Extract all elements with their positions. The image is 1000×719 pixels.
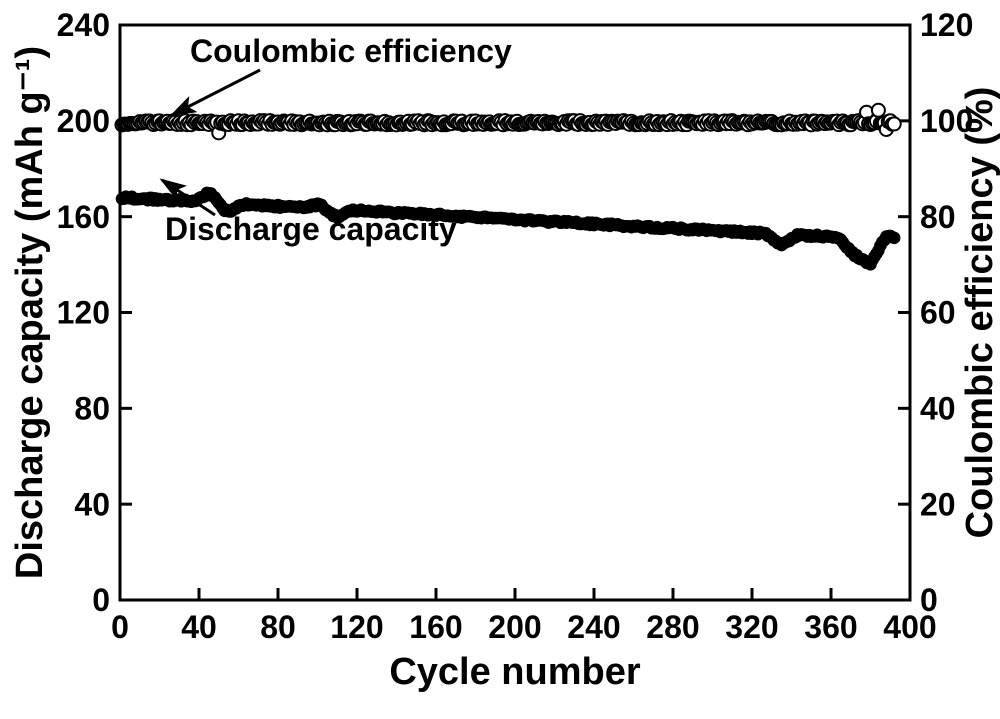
svg-text:120: 120 [920,7,973,43]
svg-text:0: 0 [111,609,129,645]
svg-text:0: 0 [920,582,938,618]
svg-text:0: 0 [92,582,110,618]
svg-text:Coulombic efficiency (%): Coulombic efficiency (%) [959,87,1000,539]
svg-text:80: 80 [920,199,956,235]
svg-text:320: 320 [725,609,778,645]
svg-text:160: 160 [409,609,462,645]
svg-text:Coulombic efficiency: Coulombic efficiency [190,33,512,69]
series-coulombic-efficiency [115,104,900,140]
svg-text:80: 80 [74,391,110,427]
svg-text:240: 240 [567,609,620,645]
svg-text:200: 200 [57,103,110,139]
svg-text:120: 120 [330,609,383,645]
chart-root: 0408012016020024028032036040004080120160… [0,0,1000,719]
svg-text:60: 60 [920,295,956,331]
svg-text:40: 40 [920,391,956,427]
annotation-ce: Coulombic efficiency [172,33,512,115]
svg-text:Discharge capacity: Discharge capacity [165,211,457,247]
svg-text:40: 40 [181,609,217,645]
chart-svg: 0408012016020024028032036040004080120160… [0,0,1000,719]
svg-text:280: 280 [646,609,699,645]
svg-text:240: 240 [57,7,110,43]
svg-text:160: 160 [57,199,110,235]
svg-text:20: 20 [920,486,956,522]
svg-text:360: 360 [804,609,857,645]
svg-text:120: 120 [57,295,110,331]
svg-text:80: 80 [260,609,296,645]
svg-text:Discharge capacity (mAh g⁻¹): Discharge capacity (mAh g⁻¹) [9,46,51,579]
svg-text:Cycle number: Cycle number [389,651,641,693]
svg-text:200: 200 [488,609,541,645]
svg-text:40: 40 [74,486,110,522]
